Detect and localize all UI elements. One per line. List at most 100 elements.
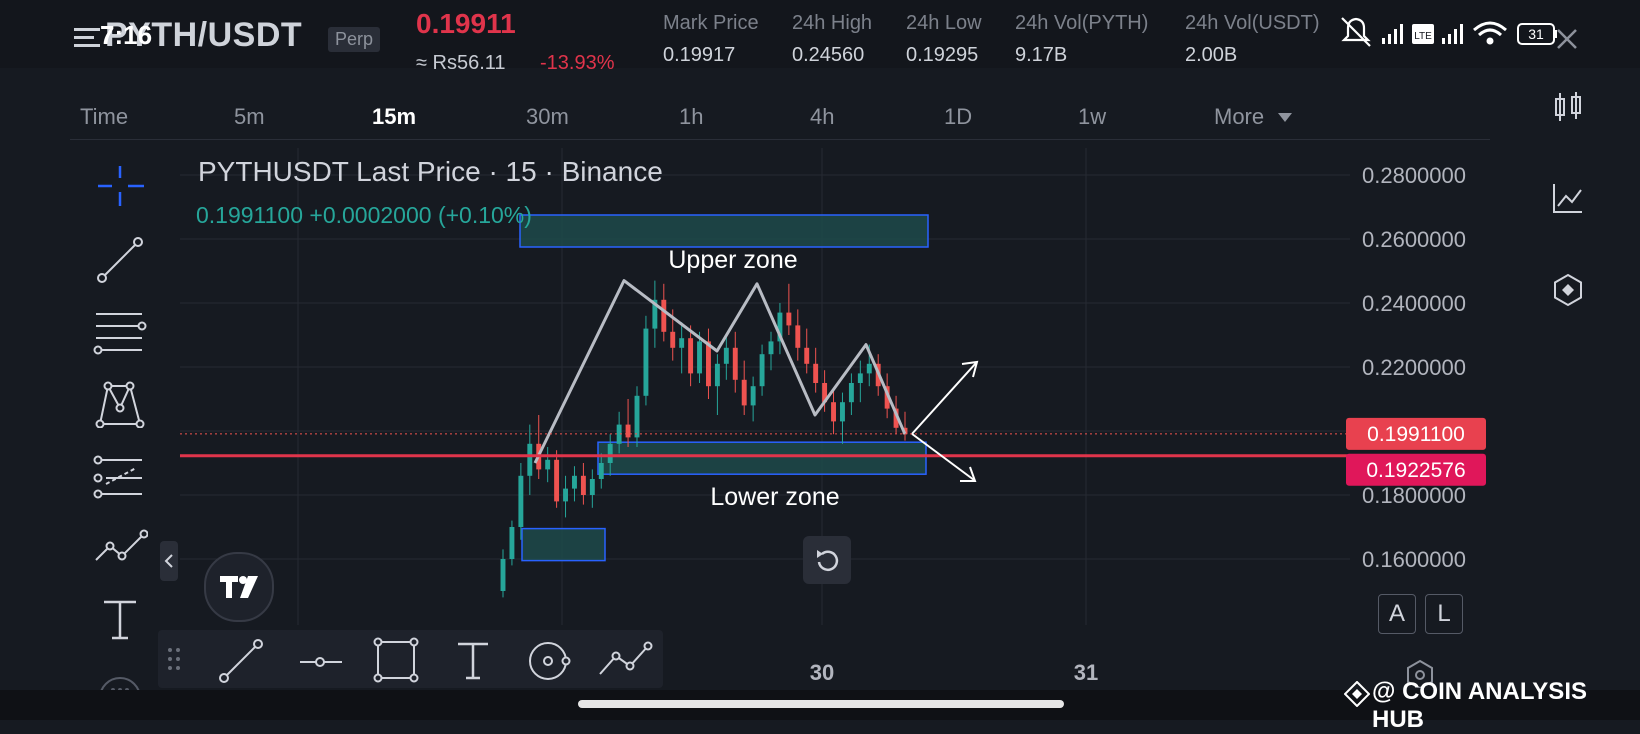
candle-body <box>572 475 577 489</box>
candles <box>500 280 908 598</box>
collapse-toolbar-button[interactable] <box>160 541 178 581</box>
crosshair-icon[interactable] <box>92 164 148 208</box>
menu-icon[interactable] <box>74 26 100 48</box>
chart-title: PYTHUSDT Last Price · 15 · Binance <box>198 156 663 187</box>
tab-1h[interactable]: 1h <box>679 104 704 129</box>
indicator-icon[interactable] <box>1550 180 1586 216</box>
fib-icon[interactable] <box>92 310 148 355</box>
candle-body <box>580 475 586 495</box>
system-status-icons: LTE 31 <box>1340 14 1600 52</box>
stat-value-mark-price: 0.19917 <box>663 44 736 66</box>
circle-tool-icon <box>529 642 571 680</box>
candle-body <box>741 379 747 406</box>
tab-30m[interactable]: 30m <box>526 104 569 129</box>
symbol-title[interactable]: PYTH/USDT <box>105 16 303 54</box>
zone-labels: Upper zone Lower zone <box>668 246 839 511</box>
pattern-lines <box>533 279 907 464</box>
tab-5m[interactable]: 5m <box>234 104 265 129</box>
text-icon[interactable] <box>92 598 148 642</box>
candle-body <box>652 299 658 329</box>
time-axis: 30 31 <box>810 660 1098 685</box>
candles-icon[interactable] <box>1550 90 1586 126</box>
price-axis: 0.2800000 0.2600000 0.2400000 0.2200000 0.18… <box>1362 163 1466 572</box>
candle-body <box>625 424 631 438</box>
tab-15m[interactable]: 15m <box>372 104 417 129</box>
candle-body <box>795 325 801 348</box>
signal-icon-1 <box>1382 24 1403 44</box>
y-tick-label: 0.2800000 <box>1362 163 1466 188</box>
x-tick-label: 30 <box>810 660 834 685</box>
candle-body <box>813 363 819 383</box>
change-percent: -13.93% <box>540 52 615 74</box>
price-labels: 0.1991100 0.1922576 <box>1346 417 1486 486</box>
pattern-icon[interactable] <box>92 380 148 429</box>
candle-body <box>554 459 560 502</box>
candle-body <box>661 299 667 332</box>
forecast-icon[interactable] <box>92 454 148 499</box>
y-tick-label: 0.1600000 <box>1362 547 1466 572</box>
stat-label-24h-low: 24h Low <box>906 12 982 34</box>
stat-value-24h-low: 0.19295 <box>906 44 979 66</box>
stat-label-24h-vol-usdt: 24h Vol(USDT) <box>1185 12 1320 34</box>
candle-body <box>786 312 792 326</box>
trendline-icon[interactable] <box>92 236 148 283</box>
candle-body <box>545 459 551 470</box>
candle-body <box>598 463 604 479</box>
zone-label: Lower zone <box>710 483 839 511</box>
candle-body <box>518 475 524 527</box>
tab-1w[interactable]: 1w <box>1078 104 1107 129</box>
stat-value-24h-high: 0.24560 <box>792 44 865 66</box>
tab-1d[interactable]: 1D <box>944 104 973 129</box>
zone-box <box>597 441 927 475</box>
settings-hex-icon[interactable] <box>1550 272 1586 308</box>
drag-handle-icon <box>168 648 180 670</box>
y-tick-label: 0.2200000 <box>1362 355 1466 380</box>
path-tool-icon <box>599 641 653 675</box>
y-tick-label: 0.2600000 <box>1362 227 1466 252</box>
stat-label-mark-price: Mark Price <box>663 12 759 34</box>
wifi-icon <box>1473 21 1507 45</box>
candle-body <box>688 338 694 374</box>
candle-body <box>777 312 783 342</box>
candle-body <box>848 383 854 403</box>
stat-label-24h-vol-pyth: 24h Vol(PYTH) <box>1015 12 1149 34</box>
reset-icon <box>817 550 839 571</box>
path-icon[interactable] <box>92 528 149 572</box>
legend-values: 0.1991100 +0.0002000 (+0.10%) <box>196 202 532 228</box>
candle-body <box>563 488 568 502</box>
text-tool-icon <box>458 642 488 680</box>
candle-body <box>679 338 685 348</box>
reset-chart-button[interactable] <box>803 536 851 584</box>
candle-body <box>840 402 845 422</box>
watermark: @ COIN ANALYSIS HUB <box>1372 678 1587 733</box>
settings-gear-icon[interactable] <box>1404 658 1436 690</box>
x-tick-label: 31 <box>1074 660 1098 685</box>
tab-more[interactable]: More <box>1214 104 1265 129</box>
approx-value: ≈ Rs56.11 <box>416 52 506 74</box>
candle-body <box>866 363 872 374</box>
candle-body <box>732 347 738 380</box>
tab-time[interactable]: Time <box>80 104 129 129</box>
candle-body <box>723 347 729 364</box>
home-gesture-bar[interactable] <box>578 700 1064 708</box>
bottom-drawing-toolbar <box>158 630 663 688</box>
pattern-polyline <box>533 279 907 464</box>
tabs-divider <box>70 139 1490 140</box>
price-label-box <box>1346 417 1486 450</box>
candle-body <box>670 331 676 348</box>
log-scale-button[interactable]: L <box>1425 594 1463 634</box>
price-label-text: 0.1922576 <box>1366 459 1465 482</box>
close-icon[interactable] <box>1556 28 1578 50</box>
candle-body <box>750 386 756 406</box>
tab-4h[interactable]: 4h <box>810 104 835 129</box>
down-arrow-head <box>960 466 977 482</box>
horizontal-ray-icon <box>300 657 342 667</box>
candle-body <box>893 408 899 428</box>
up-arrow-head <box>961 360 979 378</box>
last-price: 0.19911 <box>416 8 516 39</box>
auto-scale-button[interactable]: A <box>1378 594 1416 634</box>
stat-label-24h-high: 24h High <box>792 12 873 34</box>
tradingview-logo <box>204 552 274 622</box>
caret-down-icon[interactable] <box>1278 110 1292 122</box>
